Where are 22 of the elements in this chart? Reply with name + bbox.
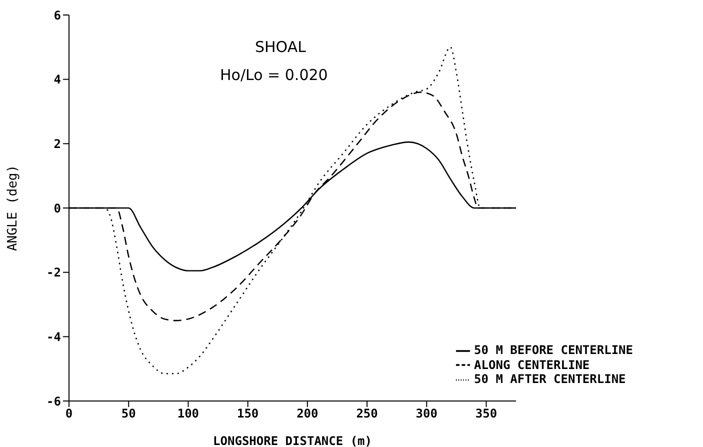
x-axis-title: LONGSHORE DISTANCE (m) bbox=[213, 434, 372, 447]
text: SHOAL bbox=[255, 38, 306, 56]
y-tick-label: -6 bbox=[46, 394, 61, 408]
x-tick-label: 300 bbox=[416, 406, 438, 421]
x-tick-label: 150 bbox=[236, 406, 259, 421]
y-tick-label: -4 bbox=[46, 330, 61, 344]
y-tick-label: -2 bbox=[46, 266, 61, 280]
x-tick-label: 0 bbox=[65, 406, 73, 421]
legend-label: ALONG CENTERLINE bbox=[474, 358, 590, 372]
x-tick-label: 350 bbox=[475, 406, 498, 421]
y-axis-title: ANGLE (deg) bbox=[6, 164, 21, 252]
x-tick-label: 100 bbox=[177, 406, 200, 421]
y-tick-label: 6 bbox=[54, 8, 61, 22]
y-tick-label: 4 bbox=[54, 72, 61, 87]
text: Ho/Lo = 0.020 bbox=[220, 66, 328, 84]
y-tick-label: 2 bbox=[54, 136, 61, 151]
x-tick-label: 250 bbox=[356, 406, 378, 421]
legend-label: 50 M AFTER CENTERLINE bbox=[474, 372, 626, 386]
legend-label: 50 M BEFORE CENTERLINE bbox=[474, 342, 633, 357]
x-tick-label: 200 bbox=[296, 406, 318, 421]
y-tick-label: 0 bbox=[54, 201, 61, 216]
x-tick-label: 50 bbox=[121, 406, 136, 421]
